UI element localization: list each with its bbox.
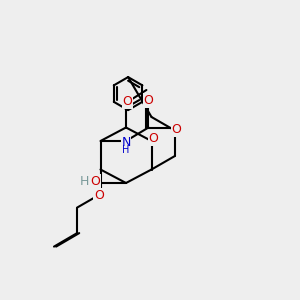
Text: N: N: [121, 136, 131, 149]
Text: H: H: [122, 145, 130, 155]
Text: O: O: [144, 94, 153, 107]
Text: H: H: [79, 175, 89, 188]
Text: O: O: [90, 175, 100, 188]
Text: O: O: [94, 189, 104, 202]
Text: O: O: [172, 123, 181, 136]
Text: O: O: [149, 132, 158, 145]
Text: O: O: [123, 95, 132, 109]
